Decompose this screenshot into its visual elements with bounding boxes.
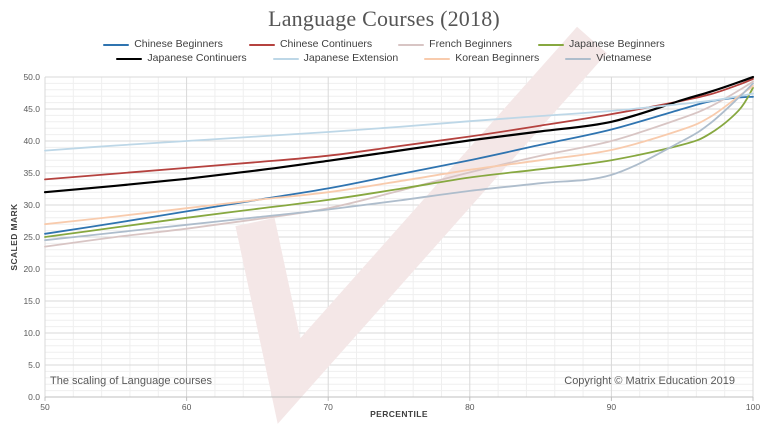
legend-label: Korean Beginners — [455, 52, 540, 64]
y-tick-label: 50.0 — [23, 72, 40, 82]
copyright-text: Copyright © Matrix Education 2019 — [564, 375, 735, 387]
series-line-japanese-extension — [44, 92, 754, 152]
y-tick-label: 25.0 — [23, 232, 40, 242]
y-axis-title: SCALED MARK — [9, 203, 19, 271]
x-tick-label: 100 — [746, 402, 760, 412]
series-line-japanese-continuers — [43, 75, 755, 194]
x-axis — [44, 396, 754, 401]
series-line-vietnamese — [44, 82, 754, 242]
legend-row-2: Japanese Continuers Japanese Extension Kor… — [0, 52, 768, 65]
legend-item-korean-beginners[interactable]: Korean Beginners — [424, 52, 539, 65]
x-tick-label: 60 — [182, 402, 192, 412]
legend-label: Chinese Beginners — [134, 38, 223, 50]
series-line-japanese-beginners — [44, 87, 754, 238]
legend-swatch-vietnamese — [565, 57, 592, 60]
x-tick-label: 50 — [40, 402, 50, 412]
y-tick-label: 0.0 — [28, 392, 40, 402]
legend-item-japanese-continuers[interactable]: Japanese Continuers — [116, 52, 247, 65]
legend-item-chinese-beginners[interactable]: Chinese Beginners — [103, 38, 223, 51]
legend-swatch-chinese-continuers — [248, 43, 275, 46]
y-tick-label: 40.0 — [23, 136, 40, 146]
legend-swatch-korean-beginners — [424, 57, 451, 60]
legend-label: French Beginners — [429, 38, 513, 50]
legend-item-vietnamese[interactable]: Vietnamese — [565, 52, 652, 65]
gridlines-minor — [45, 77, 753, 397]
x-axis-title: PERCENTILE — [370, 409, 428, 419]
series-line-korean-beginners — [44, 85, 754, 226]
y-tick-label: 5.0 — [28, 360, 40, 370]
x-tick-label: 90 — [607, 402, 617, 412]
legend-swatch-japanese-continuers — [116, 57, 143, 60]
legend-label: Chinese Continuers — [279, 38, 373, 50]
chart-note: The scaling of Language courses — [50, 375, 213, 387]
y-tick-label: 20.0 — [23, 264, 40, 274]
legend-row-1: Chinese Beginners Chinese Continuers Frenc… — [0, 38, 768, 51]
y-tick-label: 15.0 — [23, 296, 40, 306]
legend-item-chinese-continuers[interactable]: Chinese Continuers — [248, 38, 373, 51]
legend-item-japanese-extension[interactable]: Japanese Extension — [272, 52, 399, 65]
tick-labels: 0.0 5.0 10.0 15.0 20.0 25.0 30.0 35.0 40.0 45.0 50… — [23, 72, 760, 412]
y-tick-label: 30.0 — [23, 200, 40, 210]
series-line-chinese-continuers — [44, 78, 754, 181]
legend-swatch-french-beginners — [398, 43, 425, 46]
legend-item-japanese-beginners[interactable]: Japanese Beginners — [538, 38, 665, 51]
legend-swatch-japanese-extension — [272, 57, 299, 60]
gridlines-major — [44, 76, 754, 397]
legend-swatch-chinese-beginners — [103, 43, 130, 46]
y-tick-label: 10.0 — [23, 328, 40, 338]
legend-label: Vietnamese — [596, 52, 652, 64]
series-lines — [43, 75, 755, 248]
x-tick-label: 70 — [323, 402, 333, 412]
legend-item-french-beginners[interactable]: French Beginners — [398, 38, 512, 51]
watermark-check-icon — [235, 26, 607, 424]
legend-label: Japanese Continuers — [147, 52, 247, 64]
legend-label: Japanese Beginners — [569, 38, 665, 50]
chart-title: Language Courses (2018) — [268, 6, 500, 31]
legend-label: Japanese Extension — [303, 52, 399, 64]
x-tick-label: 80 — [465, 402, 475, 412]
legend-swatch-japanese-beginners — [538, 43, 565, 46]
y-tick-label: 35.0 — [23, 168, 40, 178]
y-tick-label: 45.0 — [23, 104, 40, 114]
series-line-french-beginners — [44, 80, 754, 248]
